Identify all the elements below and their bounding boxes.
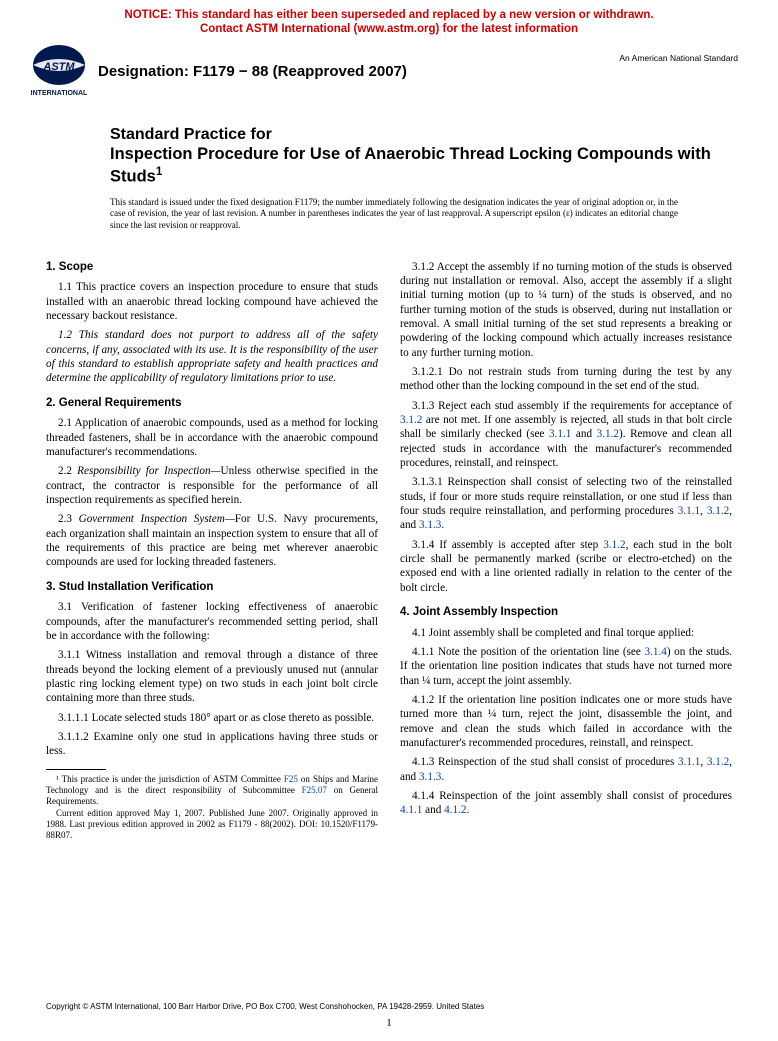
fn1a: ¹ This practice is under the jurisdictio… [56, 774, 284, 784]
link-312-e[interactable]: 3.1.2 [707, 756, 729, 768]
p414c: . [467, 804, 470, 816]
title-main: Inspection Procedure for Use of Anaerobi… [110, 144, 718, 187]
para-4-1-2: 4.1.2 If the orientation line position i… [400, 693, 732, 750]
para-3-1-3: 3.1.3 Reject each stud assembly if the r… [400, 399, 732, 471]
para-2-1: 2.1 Application of anaerobic compounds, … [46, 416, 378, 459]
p413d: . [441, 771, 444, 783]
para-4-1-1: 4.1.1 Note the position of the orientati… [400, 645, 732, 688]
p313a: 3.1.3 Reject each stud assembly if the r… [412, 400, 732, 412]
footnote-1: ¹ This practice is under the jurisdictio… [46, 774, 378, 808]
link-312-d[interactable]: 3.1.2 [603, 539, 625, 551]
link-311-b[interactable]: 3.1.1 [678, 505, 700, 517]
link-411[interactable]: 4.1.1 [400, 804, 422, 816]
ansi-label: An American National Standard [619, 53, 738, 63]
link-f25[interactable]: F25 [284, 774, 298, 784]
body-columns: 1. Scope 1.1 This practice covers an ins… [0, 250, 778, 842]
para-3-1-1-2: 3.1.1.2 Examine only one stud in applica… [46, 730, 378, 759]
notice-banner: NOTICE: This standard has either been su… [0, 0, 778, 39]
p414b: and [422, 804, 444, 816]
title-sup: 1 [156, 166, 162, 178]
p22-title: Responsibility for Inspection— [77, 465, 220, 477]
svg-text:INTERNATIONAL: INTERNATIONAL [31, 90, 88, 97]
astm-logo: ASTM INTERNATIONAL [28, 43, 90, 101]
footnote-2: Current edition approved May 1, 2007. Pu… [46, 808, 378, 842]
notice-line-2: Contact ASTM International (www.astm.org… [20, 22, 758, 36]
link-412[interactable]: 4.1.2 [444, 804, 466, 816]
para-4-1-4: 4.1.4 Reinspection of the joint assembly… [400, 789, 732, 818]
link-313-b[interactable]: 3.1.3 [419, 771, 441, 783]
p23-num: 2.3 [58, 513, 79, 525]
p3131d: . [441, 519, 444, 531]
para-4-1-3: 4.1.3 Reinspection of the stud shall con… [400, 755, 732, 784]
p22-num: 2.2 [58, 465, 77, 477]
notice-line-1: NOTICE: This standard has either been su… [20, 8, 758, 22]
p313c: and [571, 428, 596, 440]
header-row: ASTM INTERNATIONAL Designation: F1179 − … [0, 39, 778, 101]
para-1-1: 1.1 This practice covers an inspection p… [46, 280, 378, 323]
para-2-3: 2.3 Government Inspection System—For U.S… [46, 512, 378, 569]
title-block: Standard Practice for Inspection Procedu… [110, 125, 718, 187]
para-4-1: 4.1 Joint assembly shall be completed an… [400, 626, 732, 640]
link-313-a[interactable]: 3.1.3 [419, 519, 441, 531]
p414a: 4.1.4 Reinspection of the joint assembly… [412, 790, 732, 802]
p411a: 4.1.1 Note the position of the orientati… [412, 646, 644, 658]
copyright-line: Copyright © ASTM International, 100 Barr… [46, 1002, 484, 1011]
para-3-1-1: 3.1.1 Witness installation and removal t… [46, 648, 378, 705]
section-2-head: 2. General Requirements [46, 396, 378, 411]
para-3-1-2-1: 3.1.2.1 Do not restrain studs from turni… [400, 365, 732, 394]
para-2-2: 2.2 Responsibility for Inspection—Unless… [46, 464, 378, 507]
page-number: 1 [0, 1017, 778, 1029]
link-312-b[interactable]: 3.1.2 [597, 428, 619, 440]
title-main-text: Inspection Procedure for Use of Anaerobi… [110, 145, 711, 185]
p3131b: , [700, 505, 707, 517]
link-311-c[interactable]: 3.1.1 [678, 756, 700, 768]
para-3-1-2: 3.1.2 Accept the assembly if no turning … [400, 260, 732, 360]
para-3-1-4: 3.1.4 If assembly is accepted after step… [400, 538, 732, 595]
footnote-rule [46, 769, 106, 770]
column-right: 3.1.2 Accept the assembly if no turning … [400, 250, 732, 842]
section-4-head: 4. Joint Assembly Inspection [400, 605, 732, 620]
section-1-head: 1. Scope [46, 260, 378, 275]
designation-text: Designation: F1179 − 88 (Reapproved 2007… [98, 63, 619, 80]
issuance-note: This standard is issued under the fixed … [110, 197, 678, 232]
p314a: 3.1.4 If assembly is accepted after step [412, 539, 603, 551]
title-prefix: Standard Practice for [110, 125, 718, 144]
para-1-2: 1.2 This standard does not purport to ad… [46, 328, 378, 385]
link-311-a[interactable]: 3.1.1 [549, 428, 571, 440]
p413a: 4.1.3 Reinspection of the stud shall con… [412, 756, 678, 768]
link-314[interactable]: 3.1.4 [644, 646, 666, 658]
column-left: 1. Scope 1.1 This practice covers an ins… [46, 250, 378, 842]
link-f2507[interactable]: F25.07 [302, 785, 327, 795]
para-3-1: 3.1 Verification of fastener locking eff… [46, 600, 378, 643]
para-3-1-1-1: 3.1.1.1 Locate selected studs 180° apart… [46, 711, 378, 725]
para-3-1-3-1: 3.1.3.1 Reinspection shall consist of se… [400, 475, 732, 532]
link-312-c[interactable]: 3.1.2 [707, 505, 729, 517]
link-312-a[interactable]: 3.1.2 [400, 414, 422, 426]
svg-text:ASTM: ASTM [42, 61, 75, 73]
section-3-head: 3. Stud Installation Verification [46, 580, 378, 595]
p23-title: Government Inspection System— [79, 513, 235, 525]
